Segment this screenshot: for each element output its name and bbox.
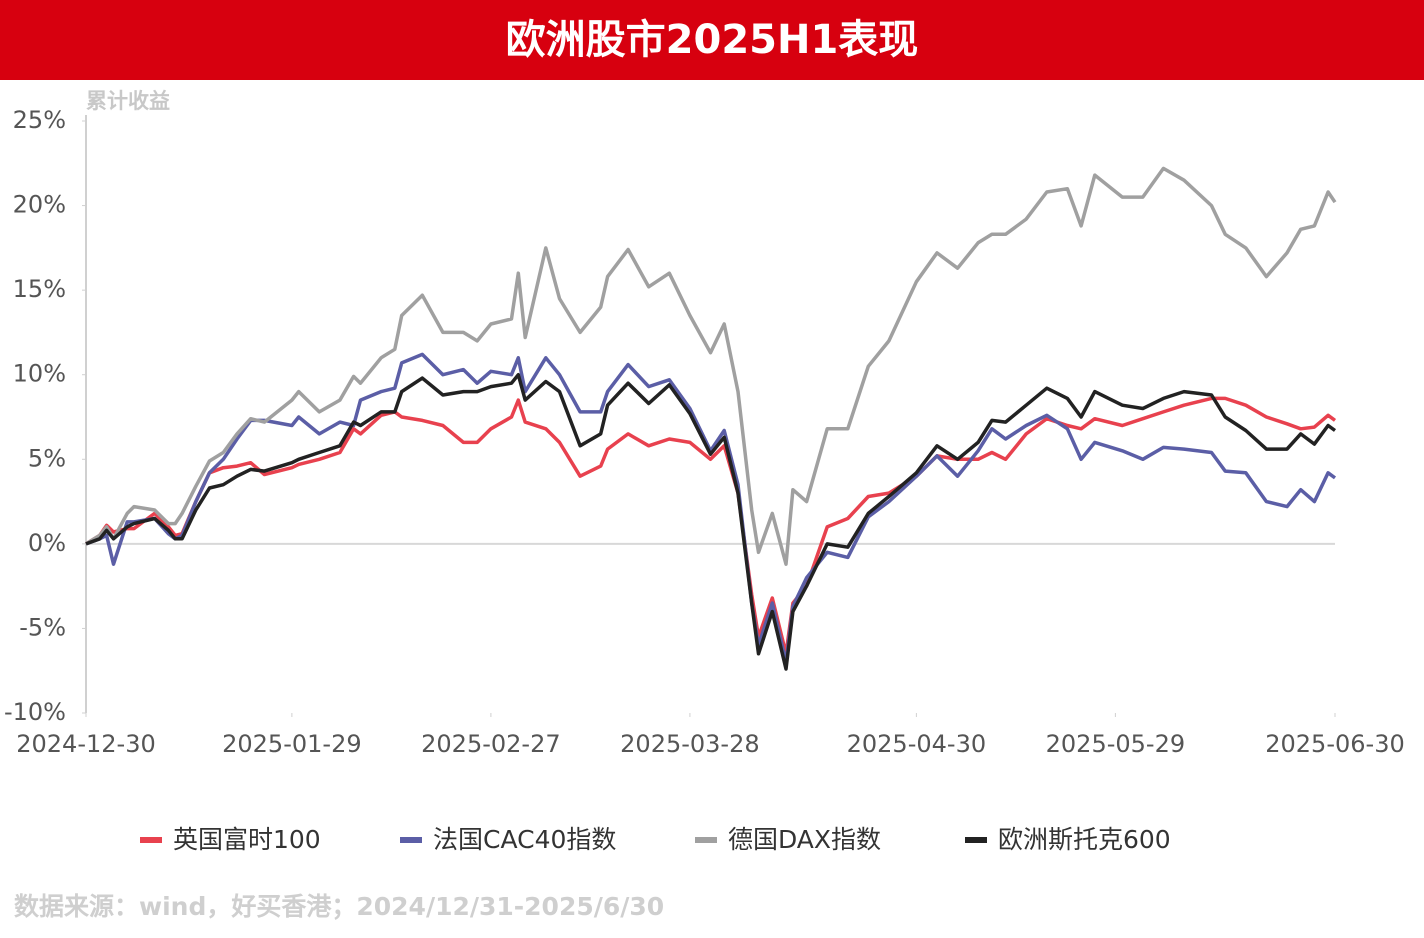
x-tick-label: 2025-05-29 bbox=[1046, 730, 1185, 758]
legend-label: 法国CAC40指数 bbox=[433, 825, 616, 854]
y-tick-label: -5% bbox=[19, 613, 66, 641]
y-tick-label: -10% bbox=[4, 698, 66, 726]
y-tick-label: 10% bbox=[13, 360, 66, 388]
y-tick-label: 0% bbox=[28, 529, 66, 557]
series-line bbox=[85, 352, 1337, 665]
y-tick-label: 15% bbox=[13, 275, 66, 303]
x-tick-label: 2025-03-28 bbox=[620, 730, 759, 758]
y-tick-label: 20% bbox=[13, 191, 66, 219]
x-tick-label: 2025-01-29 bbox=[222, 730, 361, 758]
legend-label: 英国富时100 bbox=[173, 825, 321, 854]
y-tick-label: 5% bbox=[28, 444, 66, 472]
y-tick-label: 25% bbox=[13, 106, 66, 134]
series-line bbox=[85, 166, 1337, 566]
legend-label: 欧洲斯托克600 bbox=[998, 825, 1171, 854]
y-axis-label: 累计收益 bbox=[86, 89, 170, 113]
legend-label: 德国DAX指数 bbox=[728, 825, 881, 854]
x-tick-label: 2024-12-30 bbox=[16, 730, 155, 758]
x-tick-label: 2025-04-30 bbox=[847, 730, 986, 758]
series-line bbox=[85, 372, 1337, 671]
chart-title: 欧洲股市2025H1表现 bbox=[506, 17, 919, 63]
source-note: 数据来源：wind，好买香港；2024/12/31-2025/6/30 bbox=[14, 892, 664, 921]
x-tick-label: 2025-02-27 bbox=[421, 730, 560, 758]
header-bar bbox=[0, 0, 1424, 80]
x-tick-label: 2025-06-30 bbox=[1265, 730, 1404, 758]
series-line bbox=[85, 396, 1337, 656]
